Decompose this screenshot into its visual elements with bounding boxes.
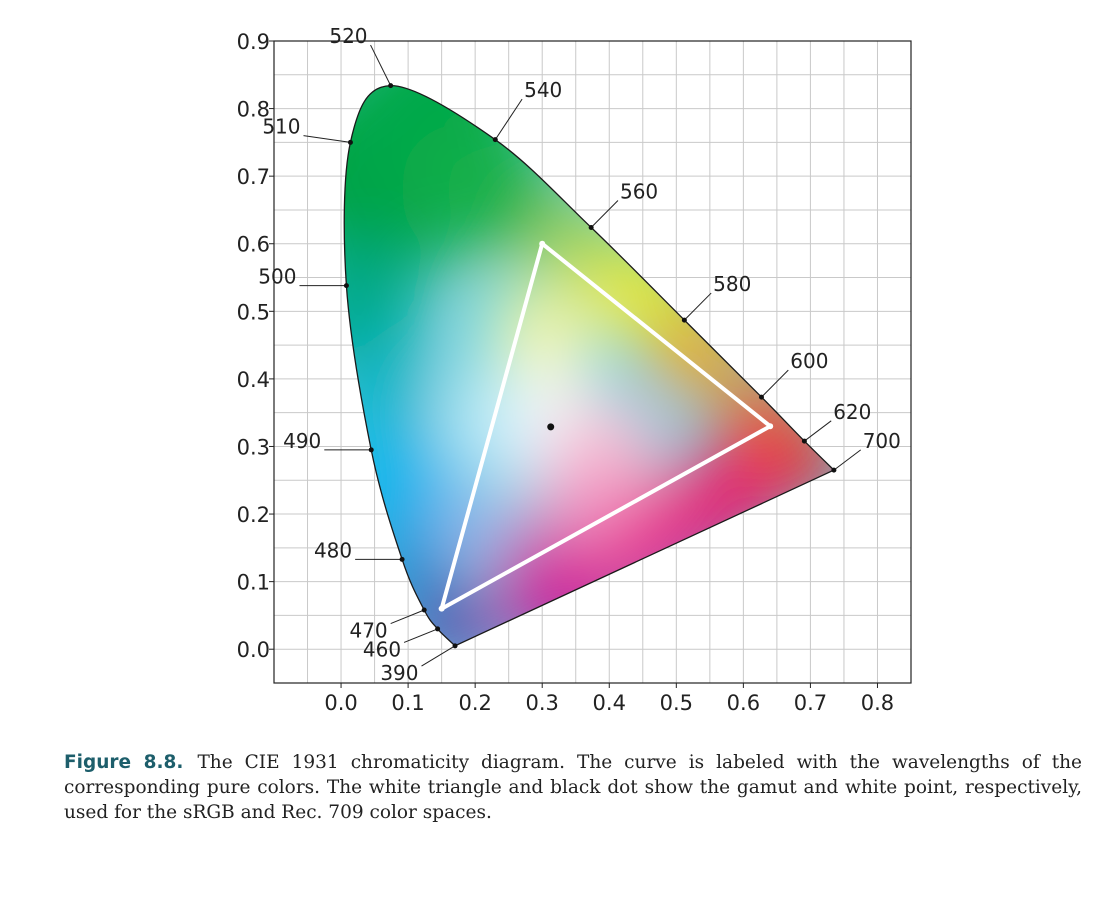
y-tick-label: 0.8 <box>237 98 270 122</box>
axis-ticks: 0.0 0.1 0.2 0.3 0.4 0.5 0.6 0.7 0.8 0.0 0.1 0.2 0.3 0… <box>237 30 895 715</box>
wavelength-point <box>452 643 458 649</box>
y-tick-label: 0.4 <box>237 368 270 392</box>
wavelength-point <box>681 317 687 323</box>
wavelength-leader <box>804 420 832 442</box>
wavelength-point <box>435 626 441 632</box>
wavelength-leader <box>833 449 862 471</box>
x-tick-label: 0.6 <box>727 691 760 715</box>
x-tick-label: 0.4 <box>593 691 626 715</box>
spectral-locus <box>343 84 836 647</box>
white-point <box>547 423 555 431</box>
y-tick-label: 0.2 <box>237 503 270 527</box>
gamut-vertex <box>767 423 774 430</box>
x-tick-label: 0.7 <box>794 691 827 715</box>
wavelength-point <box>368 447 374 453</box>
wavelength-label: 700 <box>863 429 901 453</box>
gamut-vertex <box>438 605 445 612</box>
y-tick-label: 0.7 <box>237 165 270 189</box>
wavelength-label: 470 <box>349 619 387 643</box>
y-tick-label: 0.0 <box>237 638 270 662</box>
x-tick-label: 0.8 <box>861 691 894 715</box>
wavelength-label: 390 <box>380 661 418 685</box>
wavelength-point <box>347 139 353 145</box>
x-tick-label: 0.1 <box>391 691 424 715</box>
wavelength-point <box>758 394 764 400</box>
wavelength-leader <box>403 628 438 643</box>
caption-text: The CIE 1931 chromaticity diagram. The c… <box>64 752 1082 823</box>
y-tick-label: 0.6 <box>237 233 270 257</box>
wavelength-point <box>399 556 405 562</box>
y-tick-label: 0.1 <box>237 571 270 595</box>
y-tick-label: 0.9 <box>237 30 270 54</box>
wavelength-leader <box>390 609 425 624</box>
wavelength-point <box>421 607 427 613</box>
wavelength-leader <box>590 200 619 228</box>
x-tick-label: 0.2 <box>458 691 491 715</box>
wavelength-leader <box>684 292 712 321</box>
wavelength-label: 510 <box>262 115 300 139</box>
x-tick-label: 0.5 <box>660 691 693 715</box>
wavelength-leader <box>303 135 351 143</box>
gamut-triangle <box>439 241 773 611</box>
wavelength-leader <box>494 98 523 140</box>
wavelength-label: 600 <box>790 349 828 373</box>
wavelength-label: 520 <box>329 24 367 48</box>
wavelength-label: 500 <box>258 265 296 289</box>
y-tick-label: 0.3 <box>237 435 270 459</box>
wavelength-label: 620 <box>833 400 871 424</box>
wavelength-label: 580 <box>713 272 751 296</box>
gamut-vertex <box>539 240 546 247</box>
wavelength-leader <box>761 369 789 398</box>
caption-label: Figure 8.8. <box>64 752 184 773</box>
wavelength-label: 490 <box>283 429 321 453</box>
x-tick-label: 0.0 <box>324 691 357 715</box>
wavelength-point <box>588 225 594 231</box>
wavelength-label: 560 <box>620 179 658 203</box>
wavelength-label: 460 <box>363 637 401 661</box>
gamut-vertices <box>438 240 774 612</box>
wavelength-point <box>801 438 807 444</box>
wavelength-label: 480 <box>314 538 352 562</box>
wavelength-leader <box>421 645 456 667</box>
figure-caption: Figure 8.8. The CIE 1931 chromaticity dia… <box>64 750 1082 825</box>
plot-frame <box>273 40 912 684</box>
chromaticity-diagram: 0.0 0.1 0.2 0.3 0.4 0.5 0.6 0.7 0.8 0.0 0.1 0.2 0.3 0… <box>237 24 912 715</box>
wavelength-label: 540 <box>524 78 562 102</box>
wavelength-point <box>343 283 349 289</box>
wavelength-point <box>831 467 837 473</box>
wavelength-leader <box>370 44 392 86</box>
x-tick-label: 0.3 <box>526 691 559 715</box>
wavelength-point <box>492 137 498 143</box>
wavelength-point <box>388 83 394 89</box>
y-tick-label: 0.5 <box>237 300 270 324</box>
